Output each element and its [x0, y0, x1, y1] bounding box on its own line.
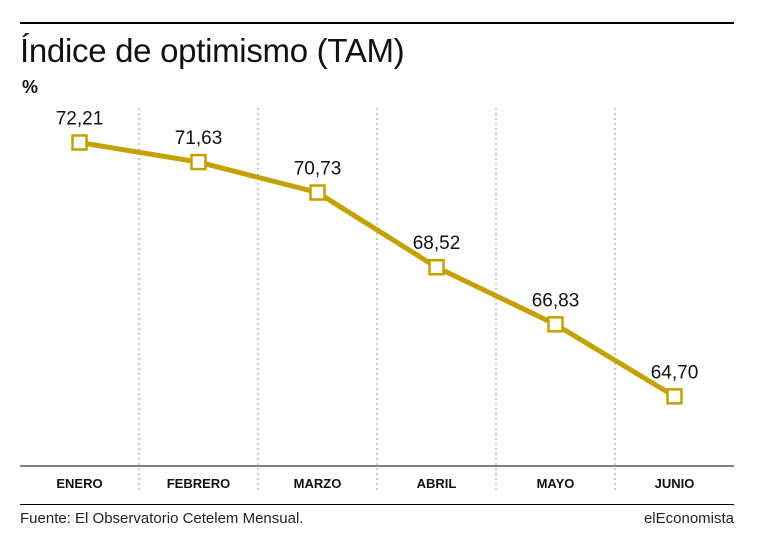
- x-tick-label: MAYO: [537, 476, 575, 491]
- x-tick-labels: ENERO FEBRERO MARZO ABRIL MAYO JUNIO: [56, 476, 694, 491]
- source-note: Fuente: El Observatorio Cetelem Mensual.: [20, 510, 304, 527]
- data-label: 70,73: [294, 159, 342, 180]
- unit-label: %: [22, 77, 39, 97]
- data-point-marker: [428, 258, 445, 276]
- series-line: [79, 140, 676, 399]
- data-point-marker: [190, 153, 207, 171]
- x-tick-label: FEBRERO: [167, 476, 231, 491]
- x-tick-label: ABRIL: [417, 476, 457, 491]
- data-label: 71,63: [175, 128, 223, 149]
- footer-rule: [20, 504, 734, 505]
- data-point-marker: [71, 134, 88, 151]
- top-rule: [20, 22, 734, 24]
- data-point-marker: [666, 388, 683, 405]
- data-point-marker: [309, 184, 326, 201]
- x-tick-label: ENERO: [56, 476, 102, 491]
- chart-title: Índice de optimismo (TAM): [20, 32, 405, 69]
- data-label: 72,21: [56, 108, 104, 129]
- data-label: 66,83: [532, 290, 580, 311]
- x-tick-label: JUNIO: [655, 476, 695, 491]
- data-labels: 72,21 71,63 70,73 68,52 66,83 64,70: [56, 108, 699, 383]
- brand-name: elEconomista: [643, 510, 734, 527]
- data-point-marker: [547, 316, 564, 333]
- markers: [71, 134, 683, 405]
- x-tick-label: MARZO: [294, 476, 342, 491]
- data-label: 68,52: [413, 233, 461, 254]
- grid-separators: [138, 108, 616, 492]
- data-label: 64,70: [651, 362, 699, 383]
